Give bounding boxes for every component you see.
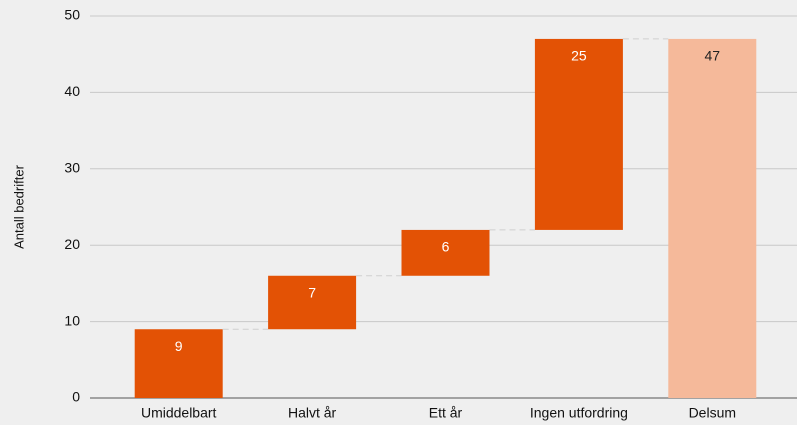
x-tick-label: Ett år [429,405,463,421]
y-tick-label: 30 [64,160,80,176]
bar [534,38,623,230]
x-tick-label: Umiddelbart [141,405,217,421]
y-axis-label: Antall bedrifter [11,164,26,248]
y-tick-label: 0 [72,389,80,405]
x-tick-label: Halvt år [288,405,337,421]
data-label: 47 [705,48,721,64]
x-tick-label: Ingen utfordring [530,405,628,421]
y-tick-label: 10 [64,312,80,328]
y-tick-label: 20 [64,236,80,252]
bar [401,229,490,276]
x-tick-label: Delsum [689,405,736,421]
bar [268,275,357,330]
y-tick-label: 50 [64,7,80,23]
data-label: 9 [175,338,183,354]
data-label: 6 [442,239,450,255]
y-tick-label: 40 [64,83,80,99]
data-label: 25 [571,48,587,64]
bar [668,38,757,399]
bar [134,329,223,398]
data-label: 7 [308,284,316,300]
